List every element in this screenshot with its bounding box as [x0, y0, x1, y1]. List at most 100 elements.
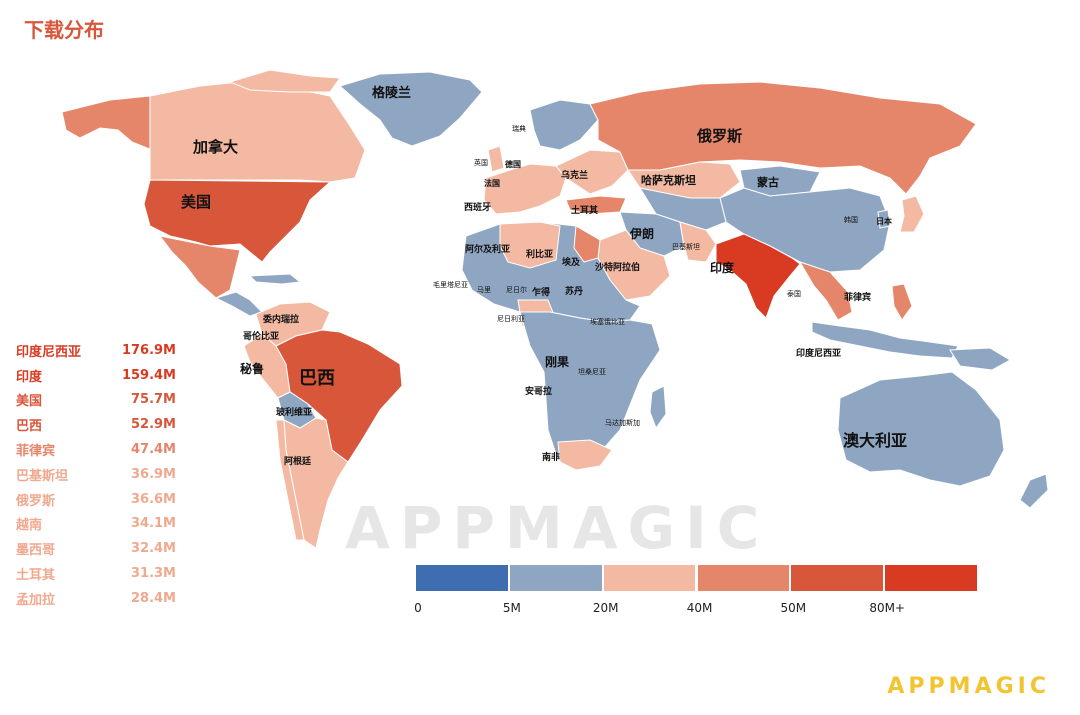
ranking-country: 印度尼西亚	[16, 344, 82, 360]
region-canada-arctic[interactable]	[228, 69, 341, 93]
ranking-country: 巴西	[16, 419, 43, 435]
region-korea[interactable]	[877, 209, 891, 229]
region-india[interactable]	[715, 233, 801, 319]
ranking-country: 巴基斯坦	[16, 468, 69, 484]
label-india: 印度	[710, 260, 735, 275]
ranking-value: 31.3M	[130, 566, 176, 582]
ranking-country: 越南	[16, 518, 43, 534]
ranking-country: 菲律宾	[16, 444, 56, 460]
region-chile[interactable]	[275, 419, 305, 541]
label-niger: 尼日尔	[506, 285, 527, 294]
region-brazil[interactable]	[275, 329, 403, 463]
region-eastern-europe[interactable]	[555, 149, 629, 195]
region-alaska[interactable]	[61, 95, 153, 151]
ranking-value: 52.9M	[130, 417, 176, 433]
legend-swatch	[509, 565, 602, 591]
watermark: APPMAGIC	[345, 494, 770, 562]
label-tanzania: 坦桑尼亚	[578, 367, 606, 376]
ranking-row: 孟加拉 28.4M	[16, 586, 176, 611]
region-papua[interactable]	[949, 347, 1011, 371]
label-algeria: 阿尔及利亚	[465, 243, 510, 255]
legend-tick: 5M	[502, 601, 521, 615]
region-uk[interactable]	[487, 145, 505, 173]
label-mali: 马里	[477, 286, 491, 294]
label-saudi: 沙特阿拉伯	[595, 261, 640, 273]
label-australia: 澳大利亚	[843, 431, 907, 450]
region-new-zealand[interactable]	[1019, 473, 1049, 509]
ranking-row: 印度 159.4M	[16, 363, 176, 388]
label-congo: 刚果	[545, 355, 569, 369]
label-argentina: 阿根廷	[284, 455, 312, 467]
ranking-country: 俄罗斯	[16, 493, 56, 509]
label-russia: 俄罗斯	[696, 127, 742, 145]
legend-tick: 80M+	[869, 601, 905, 615]
label-kazakhstan: 哈萨克斯坦	[641, 173, 696, 187]
legend-tick: 0	[414, 601, 422, 615]
ranking-value: 47.4M	[130, 442, 176, 458]
ranking-row: 美国 75.7M	[16, 388, 176, 413]
legend-swatch	[697, 565, 790, 591]
ranking-value: 34.1M	[130, 516, 176, 532]
label-germany: 德国	[505, 159, 521, 169]
label-ethiopia: 埃塞俄比亚	[590, 317, 625, 326]
ranking-row: 巴西 52.9M	[16, 412, 176, 437]
region-southeast-asia[interactable]	[798, 261, 853, 321]
label-korea: 韩国	[844, 215, 858, 224]
page-title: 下载分布	[24, 18, 104, 42]
legend-tick: 50M	[780, 601, 807, 615]
label-spain: 西班牙	[464, 201, 491, 213]
label-canada: 加拿大	[192, 138, 238, 156]
ranking-value: 32.4M	[130, 541, 176, 557]
legend-tick: 40M	[686, 601, 713, 615]
region-usa[interactable]	[143, 179, 332, 263]
region-philippines[interactable]	[891, 283, 913, 321]
region-western-europe[interactable]	[483, 163, 567, 215]
region-central-america[interactable]	[214, 291, 263, 317]
label-mauritania: 毛里塔尼亚	[433, 280, 468, 289]
label-colombia: 哥伦比亚	[243, 330, 279, 342]
region-japan[interactable]	[899, 195, 925, 233]
region-africa-central[interactable]	[519, 311, 661, 471]
label-venezuela: 委内瑞拉	[262, 313, 299, 325]
ranking-value: 28.4M	[130, 590, 176, 606]
ranking-country: 美国	[16, 394, 43, 410]
ranking-value: 75.7M	[130, 392, 176, 408]
region-algeria-libya[interactable]	[499, 221, 561, 269]
region-egypt[interactable]	[573, 225, 601, 263]
label-egypt: 埃及	[562, 256, 581, 268]
region-indonesia[interactable]	[811, 321, 959, 359]
ranking-country: 孟加拉	[16, 592, 56, 608]
region-greenland[interactable]	[339, 71, 483, 147]
label-sweden: 瑞典	[512, 124, 526, 133]
legend-tick: 20M	[592, 601, 619, 615]
label-sudan: 苏丹	[565, 285, 583, 297]
region-canada[interactable]	[149, 79, 366, 183]
ranking-row: 菲律宾 47.4M	[16, 437, 176, 462]
label-usa: 美国	[181, 193, 211, 211]
label-chad: 乍得	[532, 286, 550, 298]
label-libya: 利比亚	[525, 248, 553, 260]
ranking-row: 越南 34.1M	[16, 512, 176, 537]
legend-swatch	[416, 565, 508, 591]
ranking-value: 36.6M	[130, 491, 176, 507]
label-japan: 日本	[876, 216, 892, 226]
region-madagascar[interactable]	[649, 385, 667, 430]
ranking-row: 土耳其 31.3M	[16, 561, 176, 586]
label-south-africa: 南非	[542, 451, 560, 463]
region-pakistan[interactable]	[679, 221, 717, 263]
region-mexico[interactable]	[158, 235, 241, 299]
label-peru: 秘鲁	[240, 361, 264, 376]
ranking-row: 俄罗斯 36.6M	[16, 487, 176, 512]
label-indonesia: 印度尼西亚	[796, 347, 841, 359]
label-nigeria: 尼日利亚	[497, 314, 525, 323]
label-iran: 伊朗	[629, 226, 654, 241]
ranking-country: 印度	[16, 369, 43, 385]
region-caribbean[interactable]	[248, 273, 302, 285]
region-south-africa[interactable]	[557, 439, 613, 471]
region-russia[interactable]	[589, 81, 977, 195]
region-scandinavia[interactable]	[529, 99, 599, 151]
label-ukraine: 乌克兰	[561, 169, 588, 181]
label-mongolia: 蒙古	[757, 175, 779, 189]
region-australia[interactable]	[837, 371, 1005, 487]
